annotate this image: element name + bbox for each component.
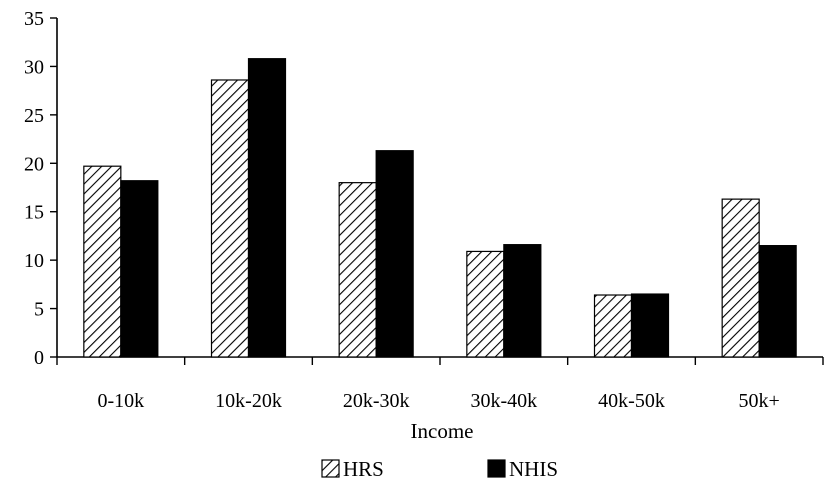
y-tick-label: 15 xyxy=(24,202,44,224)
nhis-bar xyxy=(247,58,287,358)
x-tick-label: 50k+ xyxy=(739,390,780,412)
x-tick-label: 20k-30k xyxy=(343,390,410,412)
x-tick-label: 30k-40k xyxy=(470,390,537,412)
y-tick-label: 25 xyxy=(24,105,44,127)
hrs-bar xyxy=(593,294,633,358)
hrs-bar xyxy=(210,79,250,358)
y-tick-label: 20 xyxy=(24,153,44,175)
legend-swatch-hrs xyxy=(321,459,340,478)
y-tick-label: 35 xyxy=(24,8,44,30)
legend-label-nhis: NHIS xyxy=(509,457,558,481)
y-tick-label: 5 xyxy=(34,299,44,321)
nhis-bar xyxy=(630,293,670,358)
x-tick-label: 40k-50k xyxy=(598,390,665,412)
legend: HRS NHIS xyxy=(321,457,558,481)
hrs-bar xyxy=(83,165,122,358)
y-tick-label: 30 xyxy=(24,56,44,78)
nhis-bar xyxy=(120,180,159,358)
x-axis-title: Income xyxy=(411,419,474,443)
nhis-bar xyxy=(503,244,542,358)
nhis-bar xyxy=(375,150,414,358)
hrs-bar xyxy=(721,198,760,358)
legend-label-hrs: HRS xyxy=(343,457,384,481)
x-tick-label: 10k-20k xyxy=(215,390,282,412)
hrs-bar xyxy=(338,182,377,358)
x-tick-labels: 0-10k 10k-20k 20k-30k 30k-40k 40k-50k 50k+ xyxy=(97,390,779,412)
x-tick-label: 0-10k xyxy=(97,390,144,412)
legend-swatch-nhis xyxy=(487,459,506,478)
hrs-bar xyxy=(466,250,505,358)
y-tick-labels: 0 5 10 15 20 25 30 35 xyxy=(24,8,44,369)
nhis-bar xyxy=(758,245,797,358)
plot-area xyxy=(50,17,824,365)
y-tick-label: 10 xyxy=(24,250,44,272)
y-tick-label: 0 xyxy=(34,347,44,369)
